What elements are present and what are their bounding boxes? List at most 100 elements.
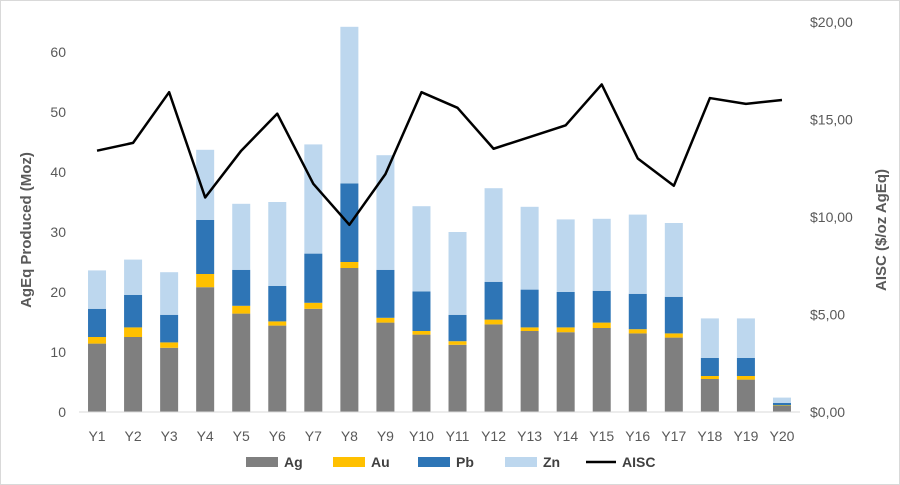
bar-pb-y1 — [88, 308, 107, 337]
bar-pb-y13 — [520, 289, 539, 328]
bar-zn-y4 — [196, 149, 215, 220]
bar-au-y9 — [376, 317, 395, 323]
bar-pb-y18 — [700, 358, 719, 376]
bar-zn-y2 — [124, 259, 143, 295]
bar-ag-y19 — [736, 379, 755, 412]
bar-au-y2 — [124, 327, 143, 337]
bar-zn-y15 — [592, 218, 611, 291]
legend-label-aisc: AISC — [622, 454, 655, 470]
x-tick-label: Y4 — [197, 428, 214, 444]
bar-zn-y17 — [664, 223, 683, 297]
bar-zn-y13 — [520, 206, 539, 290]
legend: Ag Au Pb Zn AISC — [246, 454, 655, 470]
x-tick-label: Y12 — [481, 428, 506, 444]
bar-au-y6 — [268, 321, 287, 326]
bar-au-y15 — [592, 322, 611, 328]
bar-zn-y16 — [628, 214, 647, 294]
bar-pb-y19 — [736, 358, 755, 376]
bar-ag-y11 — [448, 344, 467, 412]
x-tick-label: Y20 — [770, 428, 795, 444]
x-tick-label: Y10 — [409, 428, 434, 444]
bar-au-y1 — [88, 337, 107, 344]
y2-tick-label: $20,00 — [810, 14, 853, 30]
x-tick-label: Y8 — [341, 428, 358, 444]
bar-ag-y5 — [232, 313, 251, 412]
bar-ag-y17 — [664, 337, 683, 412]
y-tick-label: 40 — [50, 164, 66, 180]
bar-pb-y4 — [196, 220, 215, 274]
bar-pb-y17 — [664, 296, 683, 334]
bar-au-y20 — [772, 405, 791, 406]
y2-axis-title: AISC ($/oz AgEq) — [873, 169, 890, 291]
bar-pb-y9 — [376, 269, 395, 318]
bar-zn-y10 — [412, 206, 431, 292]
bars-layer — [88, 26, 791, 412]
x-tick-label: Y19 — [733, 428, 758, 444]
bar-zn-y20 — [772, 397, 791, 403]
x-tick-label: Y16 — [625, 428, 650, 444]
y-tick-label: 60 — [50, 44, 66, 60]
legend-swatch-pb — [418, 457, 450, 467]
bar-ag-y13 — [520, 331, 539, 412]
y-tick-label: 10 — [50, 344, 66, 360]
x-tick-label: Y11 — [446, 428, 470, 444]
bar-au-y5 — [232, 305, 251, 314]
bar-ag-y14 — [556, 332, 575, 412]
x-tick-label: Y2 — [125, 428, 142, 444]
x-tick-label: Y14 — [553, 428, 578, 444]
y-tick-label: 30 — [50, 224, 66, 240]
bar-zn-y19 — [736, 318, 755, 358]
bar-au-y17 — [664, 333, 683, 338]
x-tick-label: Y7 — [305, 428, 322, 444]
y2-tick-label: $10,00 — [810, 209, 853, 225]
bar-pb-y6 — [268, 286, 287, 322]
bar-ag-y4 — [196, 287, 215, 412]
x-tick-label: Y9 — [377, 428, 394, 444]
legend-swatch-ag — [246, 457, 278, 467]
x-tick-label: Y5 — [233, 428, 250, 444]
bar-zn-y7 — [304, 144, 323, 254]
bar-ag-y16 — [628, 333, 647, 412]
bar-pb-y16 — [628, 293, 647, 330]
bar-zn-y11 — [448, 232, 467, 315]
legend-label-zn: Zn — [543, 454, 560, 470]
bar-zn-y9 — [376, 155, 395, 270]
bar-ag-y10 — [412, 334, 431, 412]
bar-au-y11 — [448, 341, 467, 345]
bar-pb-y10 — [412, 291, 431, 331]
x-tick-label: Y1 — [88, 428, 105, 444]
aisc-line — [96, 83, 783, 227]
bar-ag-y9 — [376, 322, 395, 412]
bar-ag-y18 — [700, 379, 719, 412]
bar-ag-y8 — [340, 268, 359, 412]
bar-ag-y1 — [88, 343, 107, 412]
y-tick-label: 50 — [50, 104, 66, 120]
bar-au-y19 — [736, 376, 755, 380]
x-tick-label: Y3 — [161, 428, 178, 444]
bar-au-y7 — [304, 302, 323, 309]
bar-ag-y7 — [304, 308, 323, 412]
legend-swatch-au — [333, 457, 365, 467]
y2-tick-label: $15,00 — [810, 112, 853, 128]
y2-axis-ticks: $0,00 $5,00 $10,00 $15,00 $20,00 — [810, 14, 853, 420]
y2-tick-label: $5,00 — [810, 307, 845, 323]
bar-zn-y1 — [88, 270, 107, 309]
x-tick-label: Y17 — [661, 428, 686, 444]
bar-zn-y6 — [268, 202, 287, 286]
x-tick-label: Y13 — [517, 428, 542, 444]
bar-au-y18 — [700, 376, 719, 379]
y-tick-label: 0 — [58, 404, 66, 420]
bar-zn-y3 — [160, 272, 179, 315]
bar-au-y4 — [196, 274, 215, 288]
bar-zn-y8 — [340, 26, 359, 184]
bar-ag-y20 — [772, 406, 791, 412]
bar-ag-y6 — [268, 325, 287, 412]
bar-zn-y5 — [232, 203, 251, 270]
bar-pb-y3 — [160, 314, 179, 343]
aisc-line-layer — [96, 83, 783, 227]
bar-pb-y2 — [124, 295, 143, 328]
bar-au-y14 — [556, 327, 575, 333]
x-tick-label: Y15 — [589, 428, 614, 444]
bar-ag-y3 — [160, 347, 179, 412]
bar-au-y8 — [340, 262, 359, 268]
